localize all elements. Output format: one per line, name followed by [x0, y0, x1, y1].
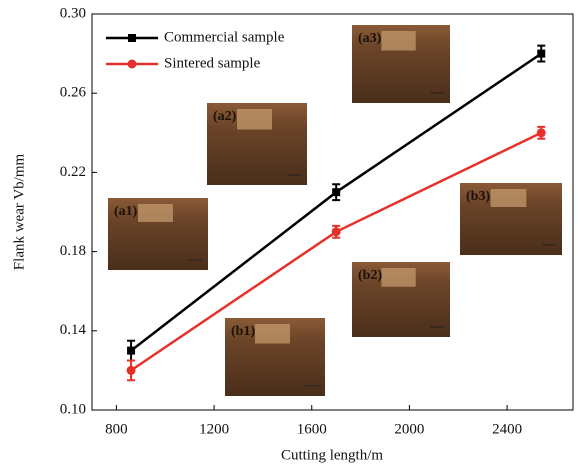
inset-wear-zone [381, 31, 416, 51]
inset-label: (b1) [231, 324, 255, 339]
point [127, 346, 136, 355]
legend-label: Commercial sample [164, 29, 285, 45]
y-tick-label: 0.10 [60, 401, 86, 417]
x-axis-label: Cutting length/m [281, 447, 383, 463]
y-tick-label: 0.26 [60, 85, 87, 101]
inset-label: (b2) [358, 268, 382, 283]
inset-wear-zone [381, 268, 416, 287]
inset-wear-zone [490, 189, 527, 207]
point [536, 128, 546, 138]
y-axis-label: Flank wear Vb/mm [11, 153, 27, 270]
x-tick-label: 2400 [492, 421, 522, 437]
plot-frame [91, 13, 574, 411]
inset-wear-zone [138, 204, 173, 222]
y-tick-label: 0.22 [60, 164, 86, 180]
legend-label: Sintered sample [164, 55, 261, 71]
x-tick-label: 2000 [394, 421, 424, 437]
point [332, 188, 341, 197]
inset-label: (a2) [213, 109, 237, 124]
inset-label: (a3) [358, 31, 382, 46]
x-tick-label: 800 [105, 421, 128, 437]
legend-marker [128, 34, 136, 42]
y-tick-label: 0.14 [60, 322, 87, 338]
inset-wear-zone [255, 324, 290, 344]
point [126, 365, 136, 375]
x-tick-label: 1600 [297, 421, 327, 437]
inset-label: (b3) [466, 189, 490, 204]
x-tick-label: 1200 [199, 421, 229, 437]
y-tick-label: 0.30 [60, 5, 86, 21]
inset-label: (a1) [114, 204, 138, 219]
point [331, 227, 341, 237]
legend-marker [127, 59, 137, 69]
y-tick-label: 0.18 [60, 243, 86, 259]
point [537, 49, 546, 58]
inset-wear-zone [237, 109, 272, 130]
